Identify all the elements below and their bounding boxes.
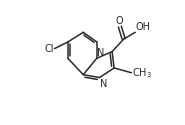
Text: Cl: Cl — [44, 44, 54, 54]
Text: N: N — [100, 78, 107, 88]
Text: N: N — [97, 48, 105, 58]
Text: O: O — [116, 16, 123, 26]
Text: OH: OH — [136, 22, 151, 32]
Text: CH$_3$: CH$_3$ — [132, 66, 152, 80]
